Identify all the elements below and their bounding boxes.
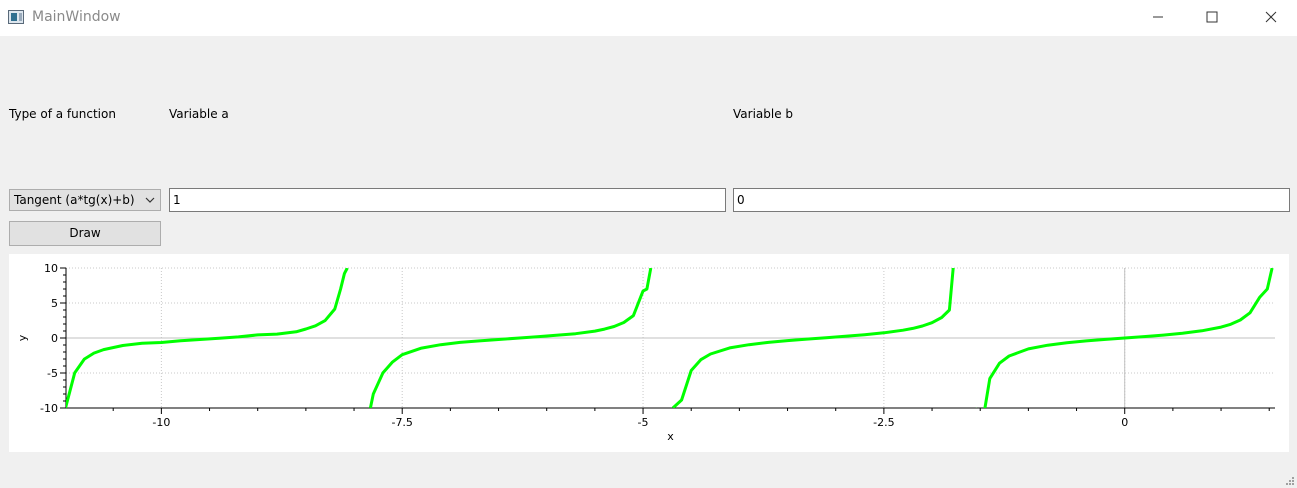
minimize-icon (1153, 16, 1163, 18)
app-window-icon (8, 10, 24, 24)
plot-area[interactable]: -10 -7.5 -5 -2.5 0 10 5 0 -5 -10 x y (9, 254, 1289, 452)
close-icon (1265, 11, 1277, 23)
maximize-button[interactable] (1189, 0, 1235, 34)
maximize-icon (1206, 11, 1218, 23)
tangent-chart: -10 -7.5 -5 -2.5 0 10 5 0 -5 -10 x y (16, 262, 1275, 443)
x-tick-label: -7.5 (391, 416, 412, 429)
y-tick-label: 10 (44, 262, 58, 275)
close-button[interactable] (1248, 0, 1294, 34)
x-axis-label: x (667, 430, 674, 443)
tangent-curve-branch (975, 268, 1274, 408)
resize-grip-icon[interactable] (1285, 476, 1295, 486)
x-tick-label: 0 (1121, 416, 1128, 429)
draw-button[interactable]: Draw (9, 221, 161, 246)
y-tick-label: 0 (51, 332, 58, 345)
chevron-down-icon (145, 197, 155, 203)
y-tick-label: -10 (40, 402, 58, 415)
minimize-button[interactable] (1135, 0, 1181, 34)
variable-a-label: Variable a (169, 107, 229, 121)
x-tick-label: -10 (152, 416, 170, 429)
tangent-curve-branch (671, 268, 955, 408)
y-tick-label: 5 (51, 297, 58, 310)
variable-b-label: Variable b (733, 107, 794, 121)
y-tick-label: -5 (47, 367, 58, 380)
function-type-select[interactable]: Tangent (a*tg(x)+b) (9, 189, 161, 211)
x-tick-label: -2.5 (873, 416, 894, 429)
variable-a-input[interactable]: 1 (169, 188, 726, 212)
variable-b-input[interactable]: 0 (733, 188, 1290, 212)
tangent-curve-branch (368, 268, 653, 408)
tangent-curve-branch (66, 268, 349, 408)
window-title: MainWindow (32, 9, 121, 25)
function-type-value: Tangent (a*tg(x)+b) (14, 193, 135, 207)
x-tick-label: -5 (638, 416, 649, 429)
function-type-label: Type of a function (9, 107, 116, 121)
title-bar[interactable]: MainWindow (0, 0, 1297, 36)
y-axis-label: y (16, 334, 29, 341)
